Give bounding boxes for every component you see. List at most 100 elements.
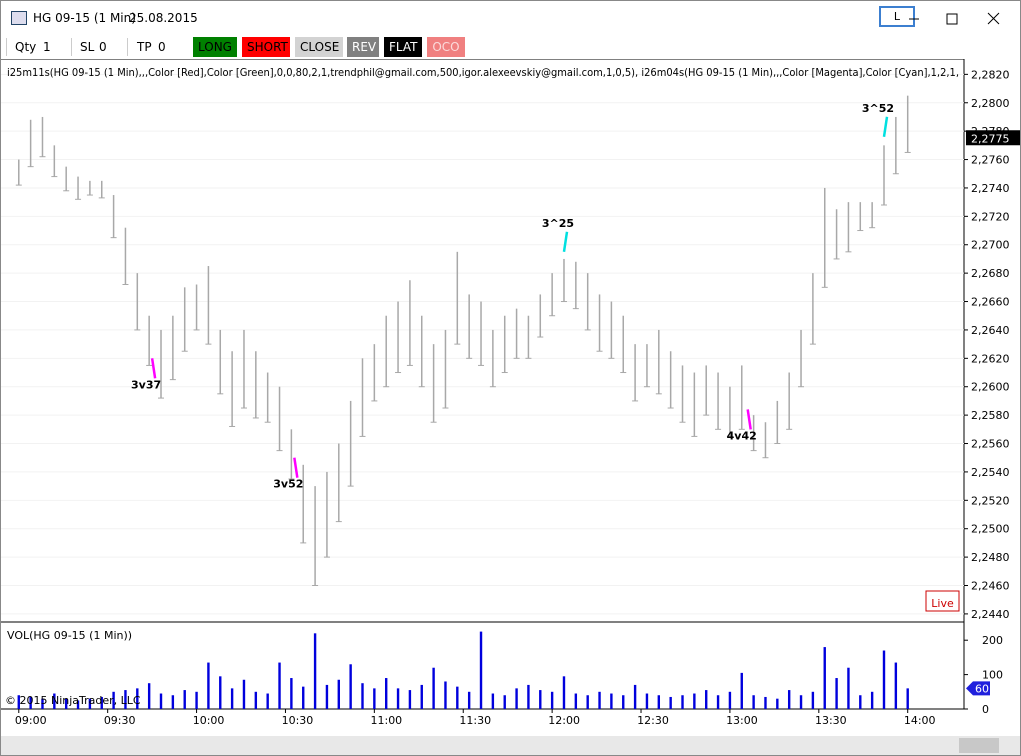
volume-bar (88, 698, 92, 709)
window-date: 25.08.2015 (129, 11, 198, 25)
scrollbar[interactable] (1, 736, 1020, 755)
volume-bar (645, 693, 649, 709)
y-tick-label: 2,2440 (971, 608, 1010, 621)
volume-bar (420, 684, 423, 709)
live-status: Live (931, 597, 954, 610)
volume-bar (693, 693, 696, 709)
x-tick-label: 13:00 (726, 714, 758, 727)
volume-bar (313, 633, 317, 709)
volume-bar (515, 688, 518, 709)
short-button[interactable]: SHORT (242, 37, 290, 57)
volume-bar (539, 690, 542, 709)
last-price-label: 2,2775 (971, 132, 1010, 145)
x-tick-label: 09:30 (104, 714, 136, 727)
volume-bar (100, 696, 103, 709)
window-title: HG 09-15 (1 Min) (33, 11, 136, 25)
long-button[interactable]: LONG (193, 37, 237, 57)
volume-bar (906, 688, 909, 709)
volume-bar (230, 688, 234, 709)
separator (127, 38, 128, 56)
volume-bar (622, 695, 625, 709)
volume-bar (633, 684, 637, 709)
x-tick-label: 10:30 (282, 714, 314, 727)
volume-bar (337, 679, 340, 709)
link-button[interactable]: L (879, 6, 915, 27)
y-tick-label: 2,2700 (971, 239, 1010, 252)
volume-bar (610, 693, 613, 709)
volume-bar (53, 693, 56, 709)
window-controls (909, 12, 1000, 25)
y-tick-label: 2,2540 (971, 466, 1010, 479)
volume-bar (467, 691, 471, 709)
volume-bar (657, 695, 661, 709)
volume-bar (408, 690, 412, 709)
volume-bar (219, 676, 222, 709)
volume-bar (183, 690, 186, 709)
chart-area: 2,2440 2,2460 2,2480 2,2500 2,2520 2,2540 2,25… (1, 59, 1020, 755)
separator (71, 38, 72, 56)
volume-bar (574, 693, 578, 709)
rev-button[interactable]: REV (347, 37, 379, 57)
volume-bar (385, 678, 388, 709)
volume-bar (752, 695, 755, 709)
maximize[interactable] (946, 13, 958, 25)
volume-bar (669, 696, 672, 709)
close-button[interactable]: CLOSE (295, 37, 343, 57)
sl-value[interactable]: 0 (99, 40, 107, 54)
y-tick-label: 2,2720 (971, 210, 1010, 223)
volume-bar (456, 686, 459, 709)
volume-bar (254, 691, 258, 709)
flat-button[interactable]: FLAT (384, 37, 422, 57)
volume-bar (882, 650, 886, 709)
signal-label: 3v37 (131, 378, 161, 391)
x-tick-label: 14:00 (904, 714, 936, 727)
volume-bar (870, 691, 874, 709)
volume-bar (17, 695, 20, 709)
volume-bar (373, 688, 376, 709)
y-tick-label: 200 (982, 634, 1003, 647)
volume-bar (550, 691, 554, 709)
qty-label: Qty (15, 40, 37, 54)
volume-bar (124, 690, 127, 709)
volume-bar (278, 662, 281, 709)
volume-bar (491, 693, 495, 709)
oco-button[interactable]: OCO (427, 37, 465, 57)
last-volume-label: 60 (975, 682, 989, 695)
tp-value[interactable]: 0 (158, 40, 166, 54)
volume-bar (716, 695, 720, 709)
signal-label: 3^52 (862, 102, 894, 115)
sl-label: SL (80, 40, 95, 54)
y-tick-label: 2,2600 (971, 381, 1010, 394)
close[interactable] (987, 12, 1000, 25)
volume-bar (195, 691, 198, 709)
volume-bar (432, 667, 435, 709)
y-tick-label: 2,2760 (971, 154, 1010, 167)
scroll-thumb[interactable] (959, 738, 999, 753)
volume-bar (811, 691, 815, 709)
volume-bar (728, 691, 732, 709)
volume-bar (147, 683, 151, 709)
separator (6, 38, 7, 56)
volume-bar (598, 691, 601, 709)
x-tick-label: 13:30 (815, 714, 847, 727)
qty-value[interactable]: 1 (43, 40, 51, 54)
y-tick-label: 2,2800 (971, 97, 1010, 110)
volume-bar (29, 696, 32, 709)
volume-bar (76, 700, 80, 709)
volume-bar (835, 678, 838, 709)
last-volume-box (966, 681, 990, 696)
volume-bar (705, 690, 708, 709)
volume-bar (396, 688, 400, 709)
volume-bar (681, 695, 684, 709)
volume-bar (503, 695, 506, 709)
signal-label: 4v42 (727, 429, 757, 442)
y-tick-label: 2,2640 (971, 324, 1010, 337)
volume-bar (562, 676, 566, 709)
volume-bar (266, 693, 269, 709)
volume-bar (171, 695, 175, 709)
y-tick-label: 2,2620 (971, 352, 1010, 365)
y-tick-label: 2,2580 (971, 409, 1010, 422)
volume-bar (159, 693, 163, 709)
volume-bar (894, 662, 898, 709)
volume-bar (479, 631, 483, 709)
